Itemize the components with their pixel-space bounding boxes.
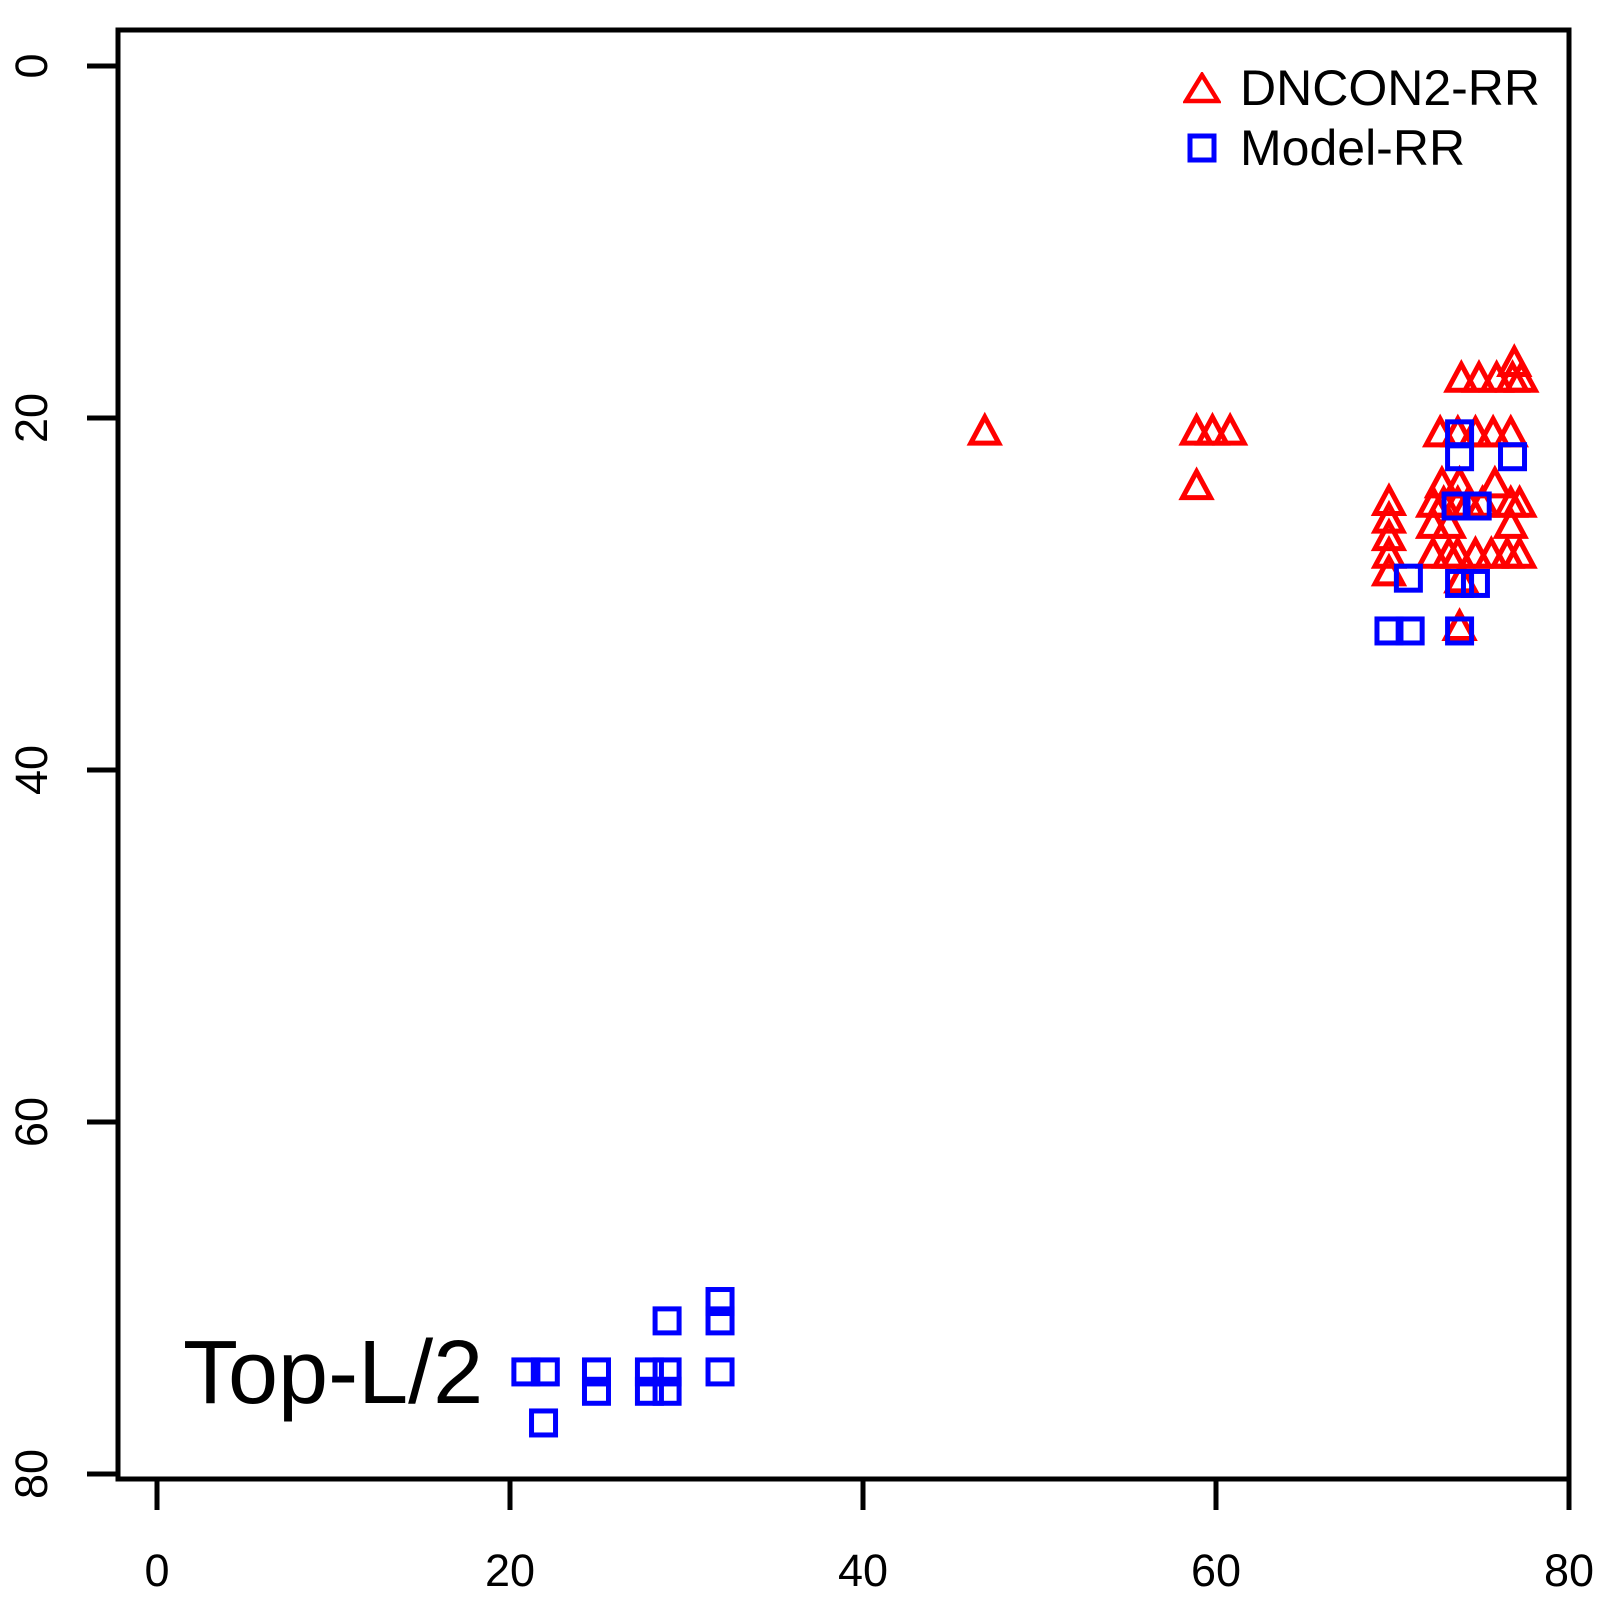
- data-point-triangle: [1457, 413, 1494, 448]
- data-point-triangle: [1476, 464, 1514, 499]
- data-point-triangle: [1178, 466, 1215, 501]
- data-point-square: [652, 1306, 682, 1336]
- y-axis-tick-label: 80: [6, 1449, 57, 1499]
- data-point-square: [1445, 442, 1475, 472]
- legend-label-model-rr: Model-RR: [1240, 120, 1466, 176]
- data-point-square: [705, 1357, 735, 1387]
- data-point-square: [1395, 616, 1425, 646]
- y-axis-tick-label: 20: [6, 393, 57, 443]
- data-point-square: [705, 1287, 735, 1317]
- data-point-triangle: [1503, 359, 1540, 393]
- data-point-triangle: [1211, 411, 1249, 446]
- data-point-triangle: [1370, 482, 1408, 516]
- legend: DNCON2-RR Model-RR: [1178, 58, 1540, 178]
- data-point-square: [530, 1357, 560, 1387]
- data-point-triangle: [1496, 343, 1533, 377]
- data-point-square: [652, 1376, 682, 1406]
- y-axis-tick-label: 40: [6, 745, 57, 795]
- y-axis-tick-label: 60: [6, 1097, 57, 1147]
- data-point-square: [1498, 442, 1528, 472]
- data-point-triangle: [1370, 499, 1408, 534]
- data-point-triangle: [1370, 517, 1408, 552]
- legend-label-dncon2-rr: DNCON2-RR: [1240, 60, 1540, 116]
- data-point-triangle: [1460, 359, 1498, 393]
- data-point-square: [511, 1357, 541, 1387]
- data-point-square: [581, 1357, 611, 1387]
- data-point-square: [529, 1408, 559, 1438]
- data-point-square: [581, 1376, 611, 1406]
- data-point-triangle: [1474, 413, 1512, 448]
- data-point-triangle: [1492, 413, 1529, 448]
- x-axis-tick-label: 80: [1544, 1545, 1594, 1596]
- data-point-square: [1445, 568, 1475, 598]
- data-point-triangle: [1443, 359, 1480, 393]
- x-axis-tick-label: 40: [838, 1545, 888, 1596]
- data-point-square: [1460, 568, 1490, 598]
- triangle-up-icon: [1178, 72, 1226, 104]
- data-point-triangle: [966, 411, 1003, 446]
- data-point-square: [705, 1306, 735, 1336]
- data-point-triangle: [1501, 535, 1538, 569]
- legend-item-model-rr: Model-RR: [1178, 118, 1540, 178]
- plot-box: [115, 27, 1572, 1482]
- plot-annotation: Top-L/2: [183, 1323, 484, 1423]
- data-point-square: [652, 1357, 682, 1387]
- data-point-square: [1393, 563, 1423, 593]
- data-point-square: [1462, 491, 1492, 521]
- data-point-triangle: [1501, 483, 1538, 518]
- data-point-triangle: [1441, 607, 1478, 641]
- data-point-square: [634, 1357, 664, 1387]
- x-axis-tick-label: 0: [144, 1545, 169, 1596]
- x-axis-tick-label: 20: [485, 1545, 535, 1596]
- data-point-triangle: [1194, 411, 1231, 446]
- x-axis-tick-label: 60: [1191, 1545, 1241, 1596]
- data-point-triangle: [1370, 535, 1408, 569]
- data-point-square: [1445, 616, 1475, 646]
- data-point-square: [634, 1376, 664, 1406]
- data-point-triangle: [1492, 505, 1529, 539]
- legend-item-dncon2-rr: DNCON2-RR: [1178, 58, 1540, 118]
- data-point-square: [1374, 616, 1404, 646]
- y-axis-tick-label: 0: [6, 53, 57, 78]
- square-icon: [1178, 133, 1226, 163]
- data-point-square: [1441, 491, 1471, 521]
